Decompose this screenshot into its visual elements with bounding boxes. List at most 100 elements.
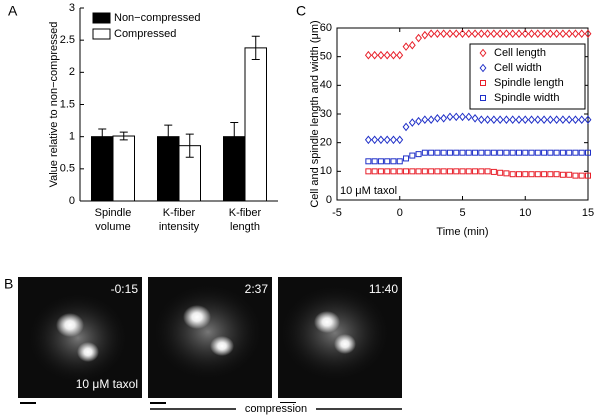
point bbox=[490, 168, 497, 175]
point bbox=[409, 152, 416, 159]
point bbox=[566, 149, 573, 156]
point bbox=[383, 135, 391, 145]
point bbox=[459, 149, 466, 156]
point bbox=[534, 115, 542, 125]
point bbox=[534, 171, 541, 178]
timestamp: 2:37 bbox=[245, 282, 269, 296]
point bbox=[515, 29, 523, 39]
point bbox=[465, 168, 472, 175]
point bbox=[515, 171, 522, 178]
y-tick-label: 1.5 bbox=[60, 98, 75, 110]
legend-label: Spindle length bbox=[494, 77, 564, 89]
point bbox=[384, 158, 391, 165]
point bbox=[490, 115, 498, 125]
point bbox=[521, 29, 529, 39]
y-tick-label: 2.5 bbox=[60, 34, 75, 46]
legend-box bbox=[469, 43, 586, 110]
point bbox=[515, 115, 523, 125]
pole bbox=[210, 336, 234, 356]
point bbox=[472, 168, 479, 175]
error-bar bbox=[119, 131, 128, 141]
y-tick-label: 0 bbox=[326, 194, 332, 206]
point bbox=[371, 135, 379, 145]
point bbox=[497, 169, 504, 176]
y-tick-label: 1 bbox=[69, 131, 75, 143]
point bbox=[540, 29, 548, 39]
point bbox=[402, 42, 410, 51]
bracket-label: compression bbox=[245, 403, 307, 415]
point bbox=[446, 168, 453, 175]
point bbox=[509, 29, 517, 39]
point bbox=[502, 115, 510, 125]
point bbox=[559, 115, 567, 125]
point bbox=[472, 149, 479, 156]
point bbox=[528, 149, 535, 156]
haze bbox=[280, 285, 390, 381]
x-tick-label: 15 bbox=[582, 207, 594, 219]
point bbox=[480, 80, 486, 86]
x-tick-label: Spindle bbox=[95, 207, 132, 219]
point bbox=[541, 171, 548, 178]
y-tick-label: 20 bbox=[320, 137, 332, 149]
point bbox=[371, 168, 378, 175]
point bbox=[371, 158, 378, 165]
x-tick-label: 10 bbox=[519, 207, 531, 219]
point bbox=[421, 168, 428, 175]
point bbox=[446, 149, 453, 156]
point bbox=[396, 168, 403, 175]
point bbox=[428, 168, 435, 175]
panel-label: A bbox=[8, 3, 18, 19]
point bbox=[421, 115, 429, 125]
x-tick-label: K-fiber bbox=[163, 207, 196, 219]
point bbox=[497, 149, 504, 156]
point bbox=[503, 170, 510, 177]
timestamp: -0:15 bbox=[111, 282, 139, 296]
error-bar bbox=[98, 128, 107, 145]
point bbox=[409, 168, 416, 175]
legend-label: Non−compressed bbox=[114, 12, 201, 24]
point bbox=[528, 115, 535, 125]
bar bbox=[91, 136, 114, 202]
error-bar bbox=[185, 133, 194, 158]
point bbox=[553, 171, 560, 178]
point bbox=[509, 171, 516, 178]
point bbox=[384, 168, 391, 175]
point bbox=[446, 29, 454, 39]
point bbox=[490, 29, 498, 39]
point bbox=[528, 29, 535, 39]
point bbox=[578, 115, 586, 125]
point bbox=[479, 63, 487, 73]
y-tick-label: 30 bbox=[320, 108, 332, 120]
point bbox=[541, 149, 548, 156]
panel-label: B bbox=[4, 276, 13, 292]
x-tick-label: -5 bbox=[332, 207, 342, 219]
point bbox=[434, 168, 441, 175]
point bbox=[440, 168, 447, 175]
point bbox=[478, 168, 485, 175]
point bbox=[496, 29, 504, 39]
legend-label: Cell width bbox=[494, 62, 542, 74]
point bbox=[572, 29, 579, 39]
point bbox=[408, 118, 416, 127]
point bbox=[480, 95, 486, 101]
point bbox=[377, 50, 385, 60]
y-tick-label: 0.5 bbox=[60, 163, 75, 175]
haze bbox=[153, 284, 263, 380]
point bbox=[522, 171, 529, 178]
x-tick-label: volume bbox=[95, 221, 130, 233]
error-bar bbox=[230, 122, 239, 152]
point bbox=[390, 50, 397, 60]
legend-label: Compressed bbox=[114, 28, 176, 40]
point bbox=[403, 168, 410, 175]
point bbox=[427, 115, 435, 125]
point bbox=[509, 149, 516, 156]
point bbox=[434, 149, 441, 156]
point bbox=[471, 113, 479, 123]
y-tick-label: 60 bbox=[320, 22, 332, 34]
point bbox=[377, 168, 384, 175]
legend-label: Spindle width bbox=[494, 92, 559, 104]
y-tick-label: 0 bbox=[69, 195, 75, 207]
point bbox=[534, 149, 541, 156]
point bbox=[503, 149, 510, 156]
